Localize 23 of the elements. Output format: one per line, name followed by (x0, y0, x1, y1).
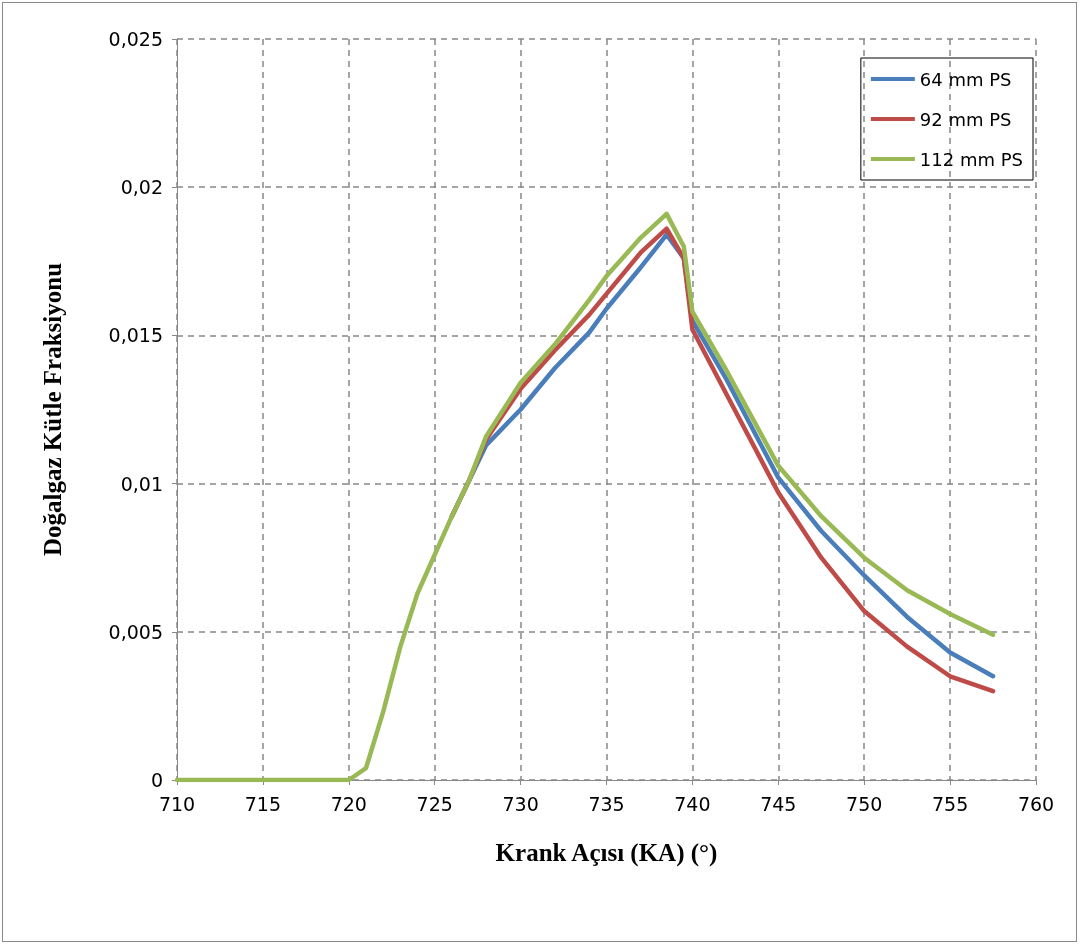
x-tick-label: 720 (330, 792, 367, 815)
x-tick-label: 710 (158, 792, 196, 815)
y-tick-label: 0,015 (108, 324, 163, 347)
y-tick-label: 0,025 (108, 28, 163, 50)
x-axis-title: Krank Açısı (KA) (°) (495, 839, 718, 867)
legend-label: 92 mm PS (919, 108, 1012, 130)
legend-label: 112 mm PS (919, 148, 1024, 170)
legend-label: 64 mm PS (919, 68, 1012, 90)
x-tick-label: 725 (416, 792, 453, 815)
x-tick-label: 755 (931, 792, 969, 815)
y-tick-label: 0 (150, 769, 163, 791)
y-axis-title: Doğalgaz Kütle Fraksiyonu (39, 262, 66, 557)
y-tick-label: 0,005 (108, 620, 163, 643)
x-tick-label: 750 (846, 792, 883, 815)
x-tick-label: 715 (244, 792, 282, 815)
x-tick-label: 735 (588, 792, 625, 815)
x-tick-label: 740 (674, 792, 711, 815)
y-tick-label: 0,01 (120, 472, 163, 495)
x-tick-label: 760 (1017, 792, 1055, 815)
y-tick-label: 0,02 (120, 176, 163, 199)
line-series (174, 211, 996, 783)
x-tick-label: 730 (502, 792, 539, 815)
x-tick-label: 745 (760, 792, 797, 815)
